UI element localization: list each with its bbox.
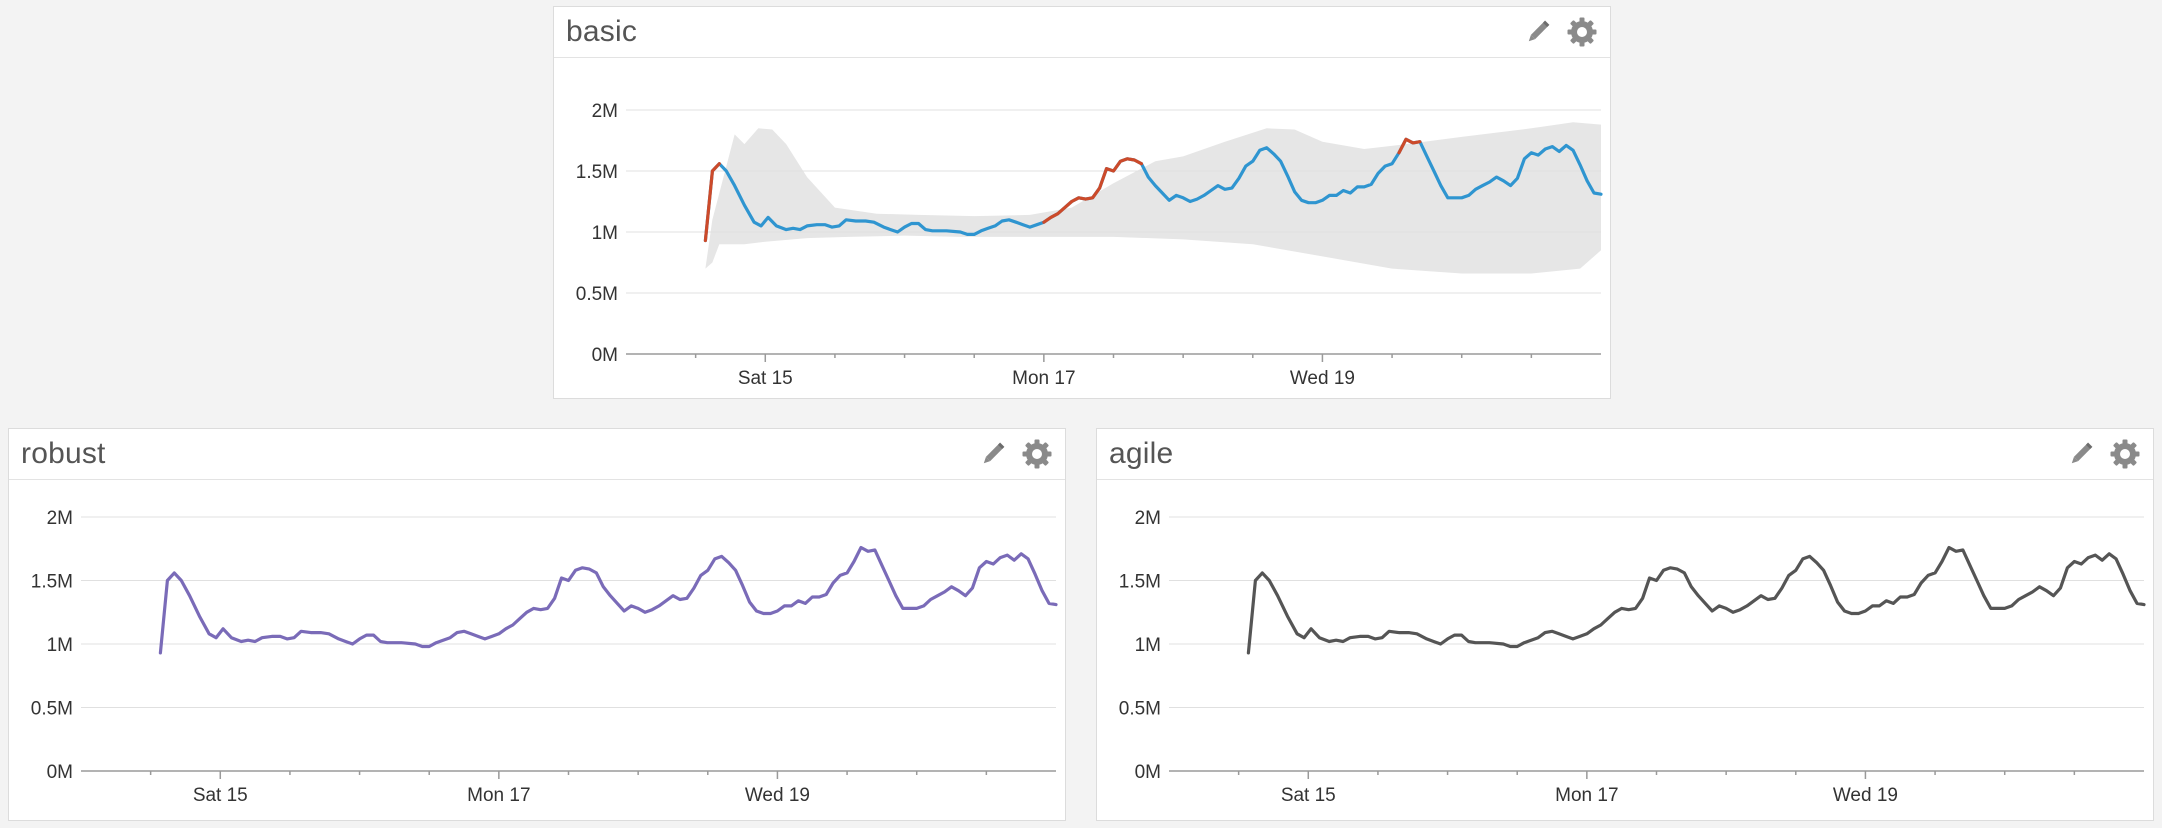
y-tick-label: 2M [592, 101, 618, 122]
chart-agile: 0M 0.5M 1M 1.5M 2M Sat 15 Mon 17 Wed 19 [1119, 508, 2146, 806]
series-line [1246, 545, 2146, 655]
chart-basic: 0M 0.5M 1M 1.5M 2M Sat 15 Mon 17 Wed 19 [576, 101, 1603, 389]
x-tick-label: Mon 17 [1012, 368, 1075, 389]
confidence-band [705, 122, 1601, 274]
y-tick-label: 2M [47, 508, 73, 529]
x-tick-label: Wed 19 [745, 785, 810, 806]
widget-tools [977, 438, 1053, 470]
y-tick-label: 1M [47, 635, 73, 656]
x-tick-label: Sat 15 [738, 368, 793, 389]
x-tick-label: Mon 17 [1555, 785, 1618, 806]
anomaly-segment [1042, 157, 1143, 224]
y-tick-label: 2M [1135, 508, 1161, 529]
y-tick-label: 0M [47, 762, 73, 783]
widget-tools [1522, 16, 1598, 48]
x-tick-label: Sat 15 [1281, 785, 1336, 806]
y-tick-label: 1.5M [1119, 572, 1161, 593]
gear-icon[interactable] [2109, 438, 2141, 470]
series-line [158, 545, 1058, 655]
y-tick-label: 0.5M [31, 699, 73, 720]
widget-header: basic [554, 7, 1610, 58]
y-tick-label: 1.5M [31, 572, 73, 593]
pencil-icon[interactable] [977, 438, 1009, 470]
widget-title: agile [1109, 437, 1174, 470]
widget-robust: robust 0M 0.5M 1M 1.5M 2M Sat [8, 428, 1066, 821]
y-tick-label: 1.5M [576, 162, 618, 183]
y-tick-label: 1M [592, 223, 618, 244]
series-line [703, 137, 1603, 243]
anomaly-segment [1397, 137, 1422, 155]
pencil-icon[interactable] [2065, 438, 2097, 470]
y-tick-label: 0.5M [576, 284, 618, 305]
chart-robust: 0M 0.5M 1M 1.5M 2M Sat 15 Mon 17 Wed 19 [31, 508, 1058, 806]
x-tick-label: Sat 15 [193, 785, 248, 806]
gear-icon[interactable] [1021, 438, 1053, 470]
widget-title: basic [566, 15, 638, 48]
widget-basic: basic 0M 0.5M 1M 1.5M 2M Sat [553, 6, 1611, 399]
x-tick-label: Mon 17 [467, 785, 530, 806]
x-tick-label: Wed 19 [1290, 368, 1355, 389]
anomaly-segment [703, 162, 721, 243]
widget-header: robust [9, 429, 1065, 480]
gear-icon[interactable] [1566, 16, 1598, 48]
x-tick-label: Wed 19 [1833, 785, 1898, 806]
y-tick-label: 0.5M [1119, 699, 1161, 720]
widget-tools [2065, 438, 2141, 470]
widget-title: robust [21, 437, 106, 470]
widget-agile: agile 0M 0.5M 1M 1.5M 2M Sat [1096, 428, 2154, 821]
y-tick-label: 1M [1135, 635, 1161, 656]
y-tick-label: 0M [592, 345, 618, 366]
pencil-icon[interactable] [1522, 16, 1554, 48]
widget-header: agile [1097, 429, 2153, 480]
y-tick-label: 0M [1135, 762, 1161, 783]
